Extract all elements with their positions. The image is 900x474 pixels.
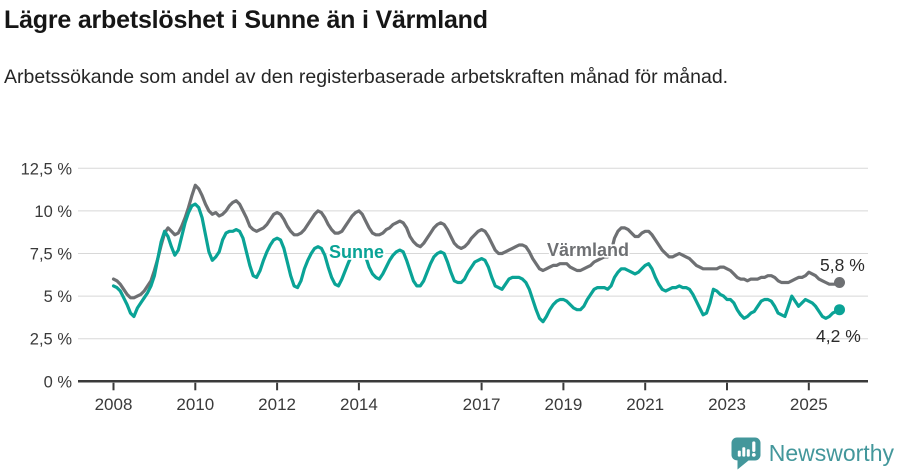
y-axis-label: 0 % (44, 373, 73, 391)
brand-name: Newsworthy (768, 440, 894, 466)
series-line-varmland (111, 183, 842, 300)
series-end-dot-sunne (834, 304, 845, 316)
x-axis-label: 2012 (258, 395, 296, 414)
x-axis-label: 2025 (790, 395, 828, 414)
x-axis-label: 2008 (95, 395, 133, 414)
series-label-sunne: Sunne (329, 242, 384, 262)
logo-exclamation-dot (751, 453, 756, 457)
logo-exclamation-stroke (751, 441, 756, 452)
y-axis-label: 5 % (44, 288, 73, 306)
series-end-dot-varmland (834, 277, 845, 288)
x-axis-label: 2019 (544, 395, 582, 414)
series-line-sunne (111, 202, 842, 324)
x-axis-label: 2010 (176, 395, 214, 414)
y-axis-label: 10 % (34, 203, 72, 221)
page-title: Lägre arbetslöshet i Sunne än i Värmland (4, 6, 488, 34)
y-axis-label: 2,5 % (30, 331, 73, 349)
x-axis-label: 2014 (340, 395, 378, 414)
newsworthy-logo-icon (731, 437, 761, 470)
series-end-value-sunne: 4,2 % (816, 326, 861, 346)
logo-bar-tall (742, 447, 746, 457)
series-label-varmland: Värmland (547, 240, 629, 260)
logo-bar-medium (746, 449, 750, 457)
x-axis-label: 2023 (708, 395, 746, 414)
logo-bubble-shape (731, 437, 761, 470)
y-axis-label: 12,5 % (21, 160, 73, 178)
chart-subtitle: Arbetssökande som andel av den registerb… (4, 66, 729, 88)
newsworthy-brand-link[interactable]: Newsworthy (731, 437, 894, 470)
series-end-value-varmland: 5,8 % (820, 255, 865, 275)
logo-bar-small (737, 450, 741, 457)
y-axis-label: 7,5 % (30, 246, 73, 264)
x-axis-label: 2017 (463, 395, 501, 414)
x-axis-label: 2021 (626, 395, 664, 414)
